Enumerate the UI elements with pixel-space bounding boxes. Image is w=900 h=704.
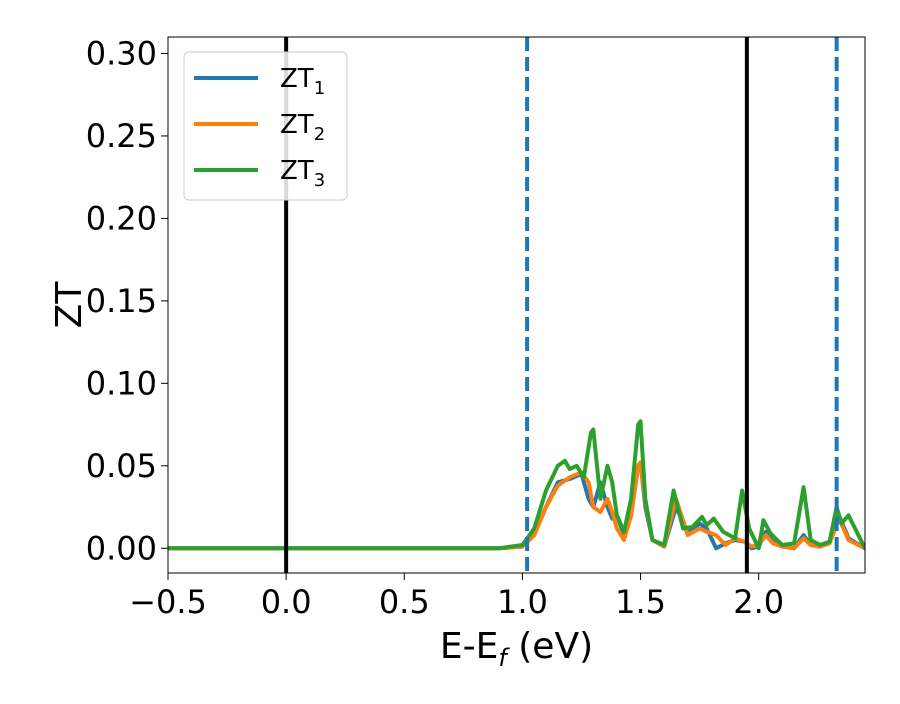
y-tick-label: 0.05 — [86, 447, 157, 485]
y-tick-label: 0.15 — [86, 282, 157, 320]
x-tick-label: 1.5 — [615, 583, 666, 621]
legend-label-3: ZT3 — [280, 156, 325, 191]
series-line-3 — [168, 419, 865, 551]
axes-frame — [167, 36, 866, 574]
y-tick-label: 0.00 — [86, 529, 157, 567]
x-tick-label: 0.0 — [261, 583, 312, 621]
x-axis-label-main: E-E — [440, 626, 498, 667]
ticks: −0.5 0.0 0.5 1.0 1.5 2.0 0.00 0.05 0.10 0.15 0.20 0… — [86, 34, 784, 621]
x-axis-label-suffix: (eV) — [507, 626, 593, 667]
y-tick-label: 0.10 — [86, 364, 157, 402]
legend-label-1: ZT1 — [280, 64, 325, 99]
x-tick-label: 1.0 — [497, 583, 548, 621]
y-axis-label: ZT — [49, 281, 90, 329]
y-tick-label: 0.30 — [86, 34, 157, 72]
x-axis-label: E-Ef (eV) — [440, 626, 593, 672]
legend: ZT1 ZT2 ZT3 — [183, 51, 348, 201]
y-tick-label: 0.20 — [86, 199, 157, 237]
legend-box — [183, 51, 348, 201]
legend-label-2: ZT2 — [280, 110, 325, 145]
x-tick-label: 2.0 — [733, 583, 784, 621]
x-tick-label: 0.5 — [379, 583, 430, 621]
y-tick-label: 0.25 — [86, 117, 157, 155]
x-tick-label: −0.5 — [129, 583, 207, 621]
